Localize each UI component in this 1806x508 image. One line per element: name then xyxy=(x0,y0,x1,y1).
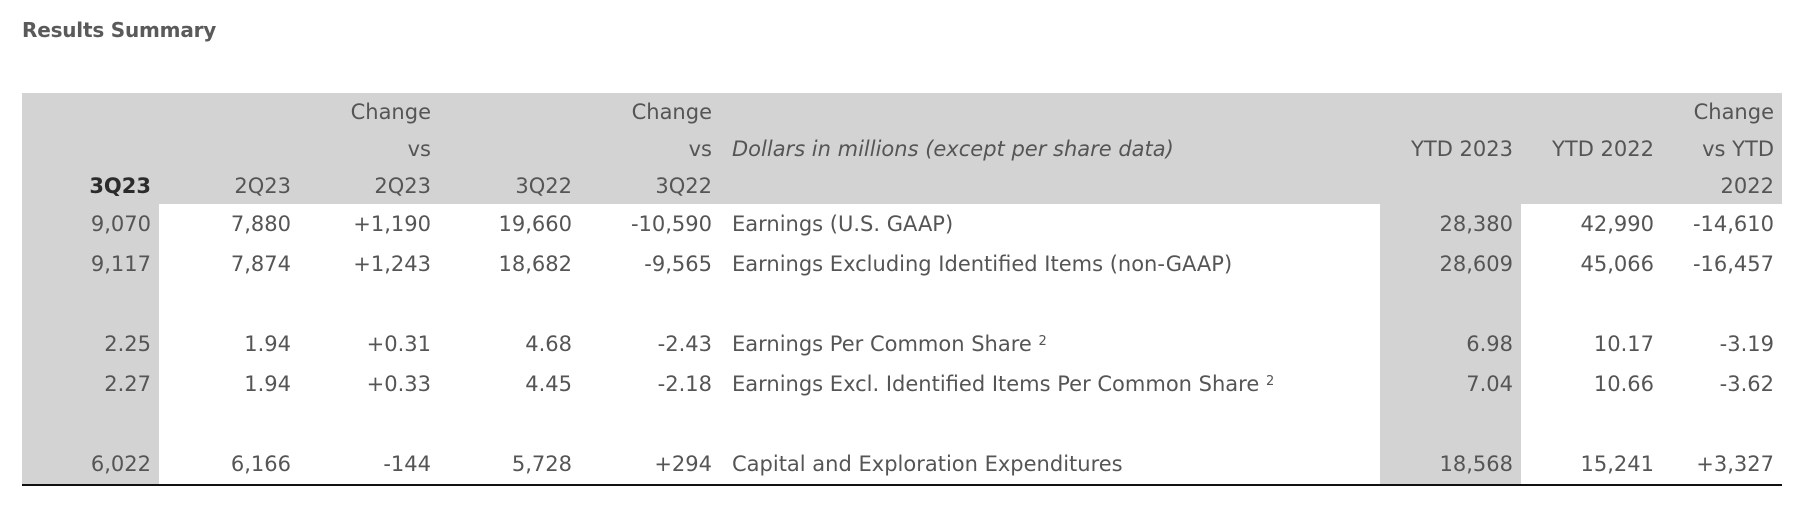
cell-2q23: 6,166 xyxy=(159,444,299,486)
cell-ytd-2023: 28,380 xyxy=(1380,204,1521,244)
header-change-ytd-line2: vs YTD xyxy=(1702,136,1774,161)
footnote-marker: 2 xyxy=(1038,334,1047,349)
header-change-3q22-line2: vs xyxy=(688,136,712,161)
cell-ytd-2023: 6.98 xyxy=(1380,324,1521,364)
cell-change-3q22: -2.43 xyxy=(657,332,712,356)
cell-2q23: 1.94 xyxy=(244,372,291,396)
cell-change-ytd: -16,457 xyxy=(1692,252,1774,276)
cell-change-2q23: -144 xyxy=(299,444,439,486)
header-row-2: vs vs Dollars in millions (except per sh… xyxy=(22,130,1782,167)
cell-3q22: 4.68 xyxy=(525,332,572,356)
header-change-2q23-line1: Change xyxy=(350,99,431,124)
row-label: Capital and Exploration Expenditures xyxy=(720,444,1380,486)
row-label-text: Earnings Per Common Share xyxy=(732,332,1032,356)
cell-ytd-2023: 18,568 xyxy=(1380,444,1521,486)
cell-3q23: 9,070 xyxy=(22,204,159,244)
header-2q23: 2Q23 xyxy=(234,173,291,198)
cell-change-2q23: +0.31 xyxy=(366,332,431,356)
results-table: Change Change Change vs vs Dollars in mi… xyxy=(22,93,1782,486)
cell-2q23: 7,874 xyxy=(230,252,291,276)
cell-change-2q23: +1,190 xyxy=(353,212,431,236)
row-label: Earnings Excluding Identified Items (non… xyxy=(720,244,1380,284)
cell-3q23: 2.25 xyxy=(22,324,159,364)
cell-ytd-2022: 10.66 xyxy=(1593,372,1654,396)
cell-change-ytd: -3.19 xyxy=(1719,332,1774,356)
page-title: Results Summary xyxy=(22,18,217,42)
header-change-3q22-line3: 3Q22 xyxy=(655,173,712,198)
header-row-1: Change Change Change xyxy=(22,93,1782,130)
header-3q22: 3Q22 xyxy=(515,173,572,198)
row-label-text: Earnings (U.S. GAAP) xyxy=(732,212,954,236)
footnote-marker: 2 xyxy=(1265,374,1275,389)
cell-3q23: 6,022 xyxy=(22,444,159,486)
cell-ytd-2023: 7.04 xyxy=(1380,364,1521,404)
cell-ytd-2022: 42,990 xyxy=(1580,212,1654,236)
header-3q23: 3Q23 xyxy=(89,173,151,198)
table-row: 9,070 7,880 +1,190 19,660 -10,590 Earnin… xyxy=(22,204,1782,244)
cell-3q23: 2.27 xyxy=(22,364,159,404)
table-row: 6,022 6,166 -144 5,728 +294 Capital and … xyxy=(22,444,1782,486)
cell-change-ytd: +3,327 xyxy=(1662,444,1782,486)
cell-ytd-2023: 28,609 xyxy=(1380,244,1521,284)
spacer-row xyxy=(22,404,1782,444)
cell-3q23: 9,117 xyxy=(22,244,159,284)
cell-change-ytd: -14,610 xyxy=(1692,212,1774,236)
row-label: Earnings Excl. Identified Items Per Comm… xyxy=(720,364,1380,404)
cell-change-2q23: +0.33 xyxy=(366,372,431,396)
header-change-2q23-line3: 2Q23 xyxy=(374,173,431,198)
row-label-text: Earnings Excluding Identified Items (non… xyxy=(732,252,1233,276)
cell-change-2q23: +1,243 xyxy=(353,252,431,276)
cell-change-ytd: -3.62 xyxy=(1719,372,1774,396)
cell-3q22: 4.45 xyxy=(525,372,572,396)
header-ytd-2022: YTD 2022 xyxy=(1552,136,1654,161)
cell-ytd-2022: 45,066 xyxy=(1580,252,1654,276)
row-label: Earnings (U.S. GAAP) xyxy=(720,204,1380,244)
table-row: 2.27 1.94 +0.33 4.45 -2.18 Earnings Excl… xyxy=(22,364,1782,404)
header-change-3q22-line1: Change xyxy=(631,99,712,124)
cell-3q22: 5,728 xyxy=(439,444,580,486)
cell-ytd-2022: 15,241 xyxy=(1521,444,1662,486)
table-row: 2.25 1.94 +0.31 4.68 -2.43 Earnings Per … xyxy=(22,324,1782,364)
table-row: 9,117 7,874 +1,243 18,682 -9,565 Earning… xyxy=(22,244,1782,284)
header-ytd-2023: YTD 2023 xyxy=(1411,136,1513,161)
row-label-text: Capital and Exploration Expenditures xyxy=(732,452,1123,476)
cell-ytd-2022: 10.17 xyxy=(1593,332,1654,356)
cell-3q22: 19,660 xyxy=(498,212,572,236)
row-label: Earnings Per Common Share 2 xyxy=(720,324,1380,364)
cell-change-3q22: +294 xyxy=(580,444,720,486)
header-change-ytd-line1: Change xyxy=(1693,99,1774,124)
cell-3q22: 18,682 xyxy=(498,252,572,276)
header-change-2q23-line2: vs xyxy=(407,136,431,161)
header-description: Dollars in millions (except per share da… xyxy=(732,136,1174,161)
header-row-3: 3Q23 2Q23 2Q23 3Q22 3Q22 2022 xyxy=(22,167,1782,204)
cell-2q23: 1.94 xyxy=(244,332,291,356)
cell-change-3q22: -10,590 xyxy=(630,212,712,236)
spacer-row xyxy=(22,284,1782,324)
cell-change-3q22: -9,565 xyxy=(644,252,712,276)
header-change-ytd-line3: 2022 xyxy=(1720,173,1774,198)
cell-change-3q22: -2.18 xyxy=(657,372,712,396)
row-label-text: Earnings Excl. Identified Items Per Comm… xyxy=(732,372,1260,396)
cell-2q23: 7,880 xyxy=(230,212,291,236)
